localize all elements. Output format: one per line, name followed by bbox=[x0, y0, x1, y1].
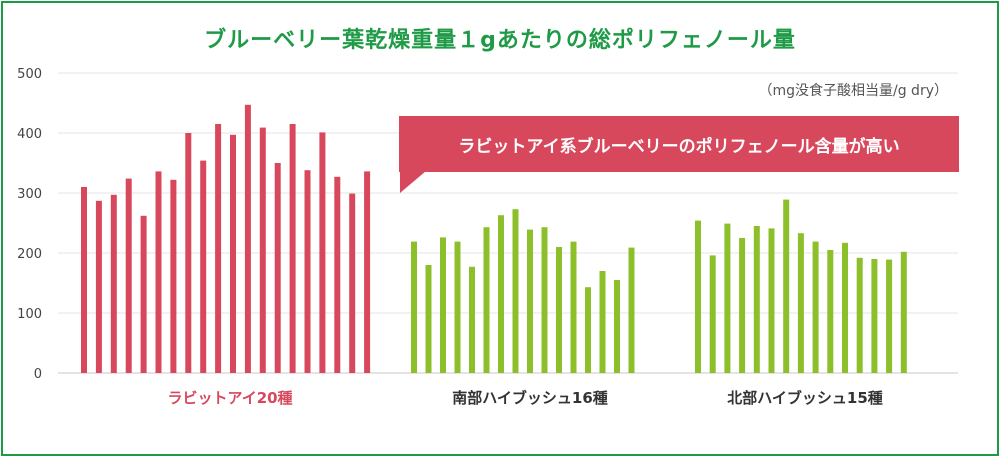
y-tick-label: 200 bbox=[17, 247, 42, 262]
y-tick-label: 100 bbox=[17, 307, 42, 322]
bar bbox=[570, 241, 577, 373]
bar bbox=[768, 228, 775, 373]
bar bbox=[140, 215, 147, 373]
bar bbox=[440, 237, 446, 373]
bar bbox=[783, 199, 790, 373]
y-tick-label: 0 bbox=[34, 367, 42, 382]
bar bbox=[585, 287, 591, 373]
bar bbox=[498, 215, 504, 373]
bar bbox=[512, 209, 519, 373]
bar bbox=[469, 266, 475, 373]
y-tick-label: 500 bbox=[17, 67, 42, 82]
bar bbox=[244, 104, 251, 374]
bar bbox=[886, 259, 893, 373]
bar bbox=[155, 171, 162, 373]
bar bbox=[599, 271, 606, 373]
bar bbox=[900, 251, 907, 373]
group-label: ラビットアイ20種 bbox=[167, 389, 292, 407]
bar bbox=[185, 133, 192, 373]
bar bbox=[259, 127, 266, 373]
bar bbox=[628, 247, 635, 373]
bar bbox=[200, 160, 207, 373]
bar bbox=[614, 280, 620, 373]
bar bbox=[812, 241, 819, 373]
bar bbox=[541, 227, 548, 373]
group-label: 南部ハイブッシュ16種 bbox=[452, 389, 608, 407]
bar bbox=[709, 255, 716, 373]
bar bbox=[81, 187, 87, 373]
group-label: 北部ハイブッシュ15種 bbox=[727, 389, 883, 407]
bar bbox=[753, 226, 760, 373]
bar bbox=[827, 250, 834, 373]
bar bbox=[349, 193, 356, 373]
bar bbox=[95, 200, 102, 373]
callout-banner: ラビットアイ系ブルーベリーのポリフェノール含量が高い bbox=[399, 116, 959, 172]
bar bbox=[110, 194, 117, 373]
bar bbox=[483, 227, 490, 373]
unit-note: （mg没食子酸相当量/g dry） bbox=[758, 83, 948, 99]
bar bbox=[454, 241, 461, 373]
bar bbox=[170, 179, 177, 373]
bar bbox=[304, 170, 311, 373]
bar bbox=[230, 134, 236, 373]
y-tick-label: 300 bbox=[17, 187, 42, 202]
bar bbox=[289, 124, 296, 373]
bar bbox=[724, 223, 731, 373]
bar bbox=[364, 171, 371, 373]
bar bbox=[425, 265, 432, 373]
callout-tail bbox=[400, 171, 426, 193]
bar bbox=[556, 247, 562, 373]
bar bbox=[334, 176, 341, 373]
bar bbox=[215, 124, 222, 373]
callout-text: ラビットアイ系ブルーベリーのポリフェノール含量が高い bbox=[458, 136, 900, 157]
bar bbox=[842, 242, 848, 373]
bar bbox=[856, 257, 863, 373]
bar bbox=[125, 178, 132, 373]
bar bbox=[695, 220, 701, 373]
bar bbox=[739, 238, 746, 373]
bar bbox=[319, 132, 326, 373]
bar bbox=[871, 259, 878, 373]
bar bbox=[797, 233, 804, 373]
chart-title: ブルーベリー葉乾燥重量１gあたりの総ポリフェノール量 bbox=[204, 28, 796, 53]
bar bbox=[527, 229, 533, 373]
bar bbox=[411, 241, 417, 373]
bar bbox=[274, 163, 281, 373]
y-tick-label: 400 bbox=[17, 127, 42, 142]
